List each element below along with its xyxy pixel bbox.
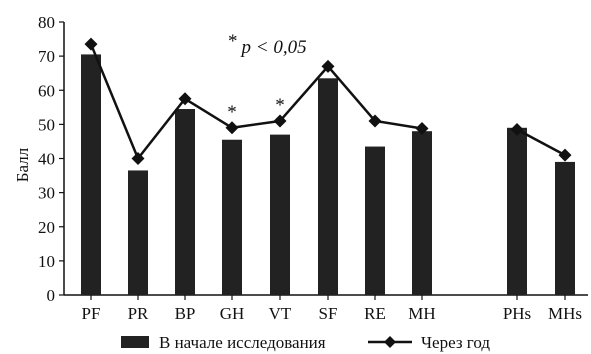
line-point xyxy=(415,121,429,135)
legend-bar-swatch xyxy=(121,336,149,348)
legend: В начале исследования Через год xyxy=(121,333,490,352)
bar-series xyxy=(81,54,575,296)
line-point xyxy=(84,37,98,51)
y-tick-label: 40 xyxy=(38,150,55,169)
x-tick-label: SF xyxy=(319,304,338,323)
significance-star: * xyxy=(275,95,285,116)
bar xyxy=(365,146,385,295)
x-tick-label: PF xyxy=(82,304,101,323)
line-point xyxy=(178,92,192,106)
bar xyxy=(555,161,575,295)
x-tick-label: MH xyxy=(408,304,435,323)
bar xyxy=(270,134,290,295)
line-point xyxy=(321,59,335,73)
line-point xyxy=(510,122,524,136)
line-point xyxy=(273,114,287,128)
series-line xyxy=(89,43,423,160)
legend-line-label: Через год xyxy=(421,333,490,352)
x-tick-label: BP xyxy=(175,304,196,323)
line-point xyxy=(225,121,239,135)
x-tick-label: PR xyxy=(128,304,149,323)
x-axis-ticks: PF PR BP GH VT SF RE MH PHs MHs xyxy=(82,295,582,323)
bar xyxy=(318,78,338,296)
bar xyxy=(412,131,432,295)
x-tick-label: MHs xyxy=(548,304,582,323)
series-line xyxy=(516,128,566,157)
annotation-star: * xyxy=(228,31,238,52)
y-tick-label: 60 xyxy=(38,81,55,100)
significance-annotation: * p < 0,05 xyxy=(228,31,307,58)
y-tick-label: 10 xyxy=(38,252,55,271)
x-tick-label: GH xyxy=(220,304,245,323)
y-axis-ticks: 0 10 20 30 40 50 60 70 80 xyxy=(38,13,64,305)
significance-markers: * * xyxy=(227,95,285,123)
x-tick-label: PHs xyxy=(503,304,531,323)
bar xyxy=(81,54,101,296)
line-point xyxy=(131,152,145,165)
bar xyxy=(222,139,242,295)
line-point xyxy=(368,114,382,128)
line-point xyxy=(558,148,572,162)
significance-star: * xyxy=(227,102,237,123)
y-tick-label: 30 xyxy=(38,184,55,203)
legend-bar-label: В начале исследования xyxy=(159,333,326,352)
legend-line-marker xyxy=(384,336,396,348)
y-tick-label: 20 xyxy=(38,218,55,237)
y-tick-label: 80 xyxy=(38,13,55,32)
y-tick-label: 50 xyxy=(38,115,55,134)
bar xyxy=(507,127,527,295)
annotation-text: p < 0,05 xyxy=(240,37,307,58)
bar xyxy=(128,170,148,295)
bar xyxy=(175,109,195,295)
y-tick-label: 70 xyxy=(38,47,55,66)
x-tick-label: VT xyxy=(269,304,292,323)
x-tick-label: RE xyxy=(364,304,386,323)
line-series xyxy=(84,37,572,165)
y-axis-title: Балл xyxy=(13,147,32,182)
y-tick-label: 0 xyxy=(47,286,56,305)
